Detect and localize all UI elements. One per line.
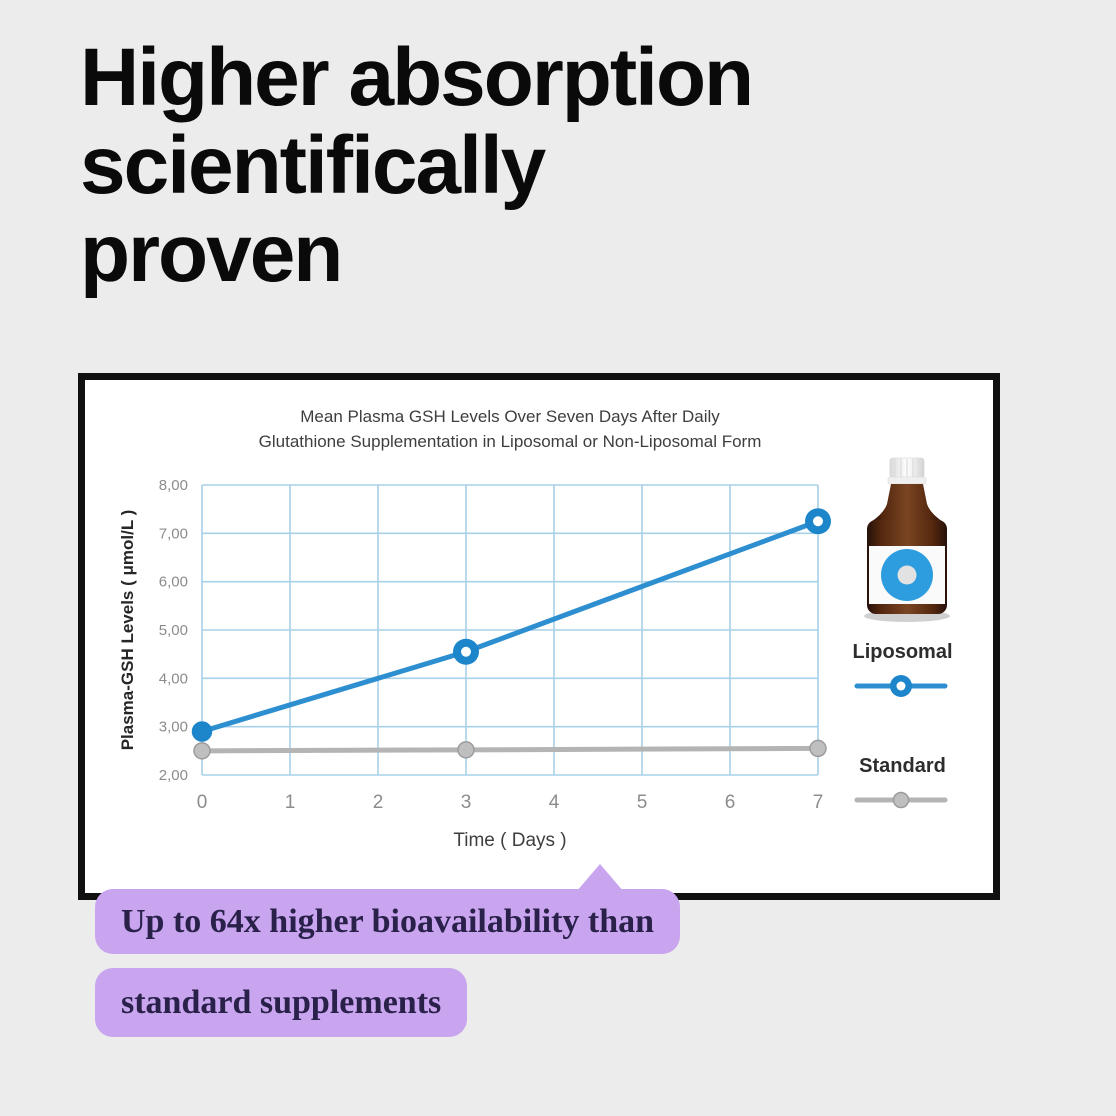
callout-bubble-1: Up to 64x higher bioavailability than	[95, 889, 681, 954]
chart-title: Mean Plasma GSH Levels Over Seven Days A…	[145, 404, 875, 454]
svg-text:3,00: 3,00	[159, 719, 188, 736]
svg-text:7,00: 7,00	[159, 525, 188, 542]
svg-text:8,00: 8,00	[159, 477, 188, 494]
x-axis-label: Time ( Days )	[453, 830, 567, 851]
bottle-illustration	[864, 457, 950, 622]
svg-text:3: 3	[461, 792, 472, 813]
svg-text:6: 6	[725, 792, 736, 813]
callout-bubble-2: standard supplements	[95, 968, 468, 1037]
page-title-line: Higher absorption	[80, 32, 754, 123]
svg-text:0: 0	[197, 792, 208, 813]
svg-text:7: 7	[813, 792, 824, 813]
legend-label-standard: Standard	[859, 755, 946, 777]
svg-text:5,00: 5,00	[159, 622, 188, 639]
svg-text:1: 1	[285, 792, 296, 813]
svg-text:5: 5	[637, 792, 648, 813]
legend-label-liposomal: Liposomal	[852, 641, 953, 663]
page-title-line: scientifically	[80, 120, 546, 211]
chart-title-line: Glutathione Supplementation in Liposomal…	[258, 432, 762, 451]
svg-text:4: 4	[549, 792, 560, 813]
svg-text:6,00: 6,00	[159, 574, 188, 591]
gsh-line-chart: 2,00 3,00 4,00 5,00 6,00 7,00 8,00 0 1 2 3 4 5 6 7	[159, 477, 948, 813]
callout-text-1: Up to 64x higher bioavailability than	[121, 902, 655, 940]
svg-text:4,00: 4,00	[159, 670, 188, 687]
chart-card: Mean Plasma GSH Levels Over Seven Days A…	[78, 373, 1000, 900]
page-title-line: proven	[80, 208, 343, 299]
chart-title-line: Mean Plasma GSH Levels Over Seven Days A…	[300, 407, 720, 426]
callout-text-2: standard supplements	[121, 983, 442, 1021]
page-title: Higher absorption scientifically proven	[80, 32, 754, 299]
bottle-glass	[871, 484, 943, 522]
callout-pointer	[576, 864, 624, 892]
svg-text:2,00: 2,00	[159, 767, 188, 784]
svg-text:2: 2	[373, 792, 384, 813]
